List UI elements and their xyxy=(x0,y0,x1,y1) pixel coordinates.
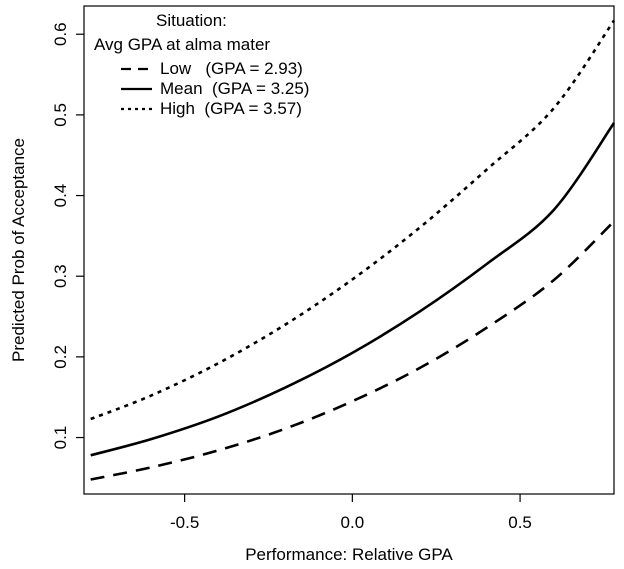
x-axis: -0.5 0.0 0.5 xyxy=(170,494,532,532)
x-tick-label: 0.5 xyxy=(508,513,532,532)
legend-title-line2: Avg GPA at alma mater xyxy=(94,35,270,54)
y-tick-label: 0.2 xyxy=(51,345,70,369)
legend-label: Low (GPA = 2.93) xyxy=(160,59,303,78)
series-line-solid xyxy=(90,122,616,457)
x-tick-label: -0.5 xyxy=(170,513,199,532)
legend-label: Mean (GPA = 3.25) xyxy=(160,79,309,98)
y-tick-label: 0.5 xyxy=(51,103,70,127)
y-axis-title: Predicted Prob of Acceptance xyxy=(9,138,28,362)
legend: Situation: Avg GPA at alma mater Low (GP… xyxy=(94,11,309,118)
legend-title-line1: Situation: xyxy=(156,11,227,30)
y-tick-label: 0.1 xyxy=(51,426,70,450)
y-tick-label: 0.4 xyxy=(51,184,70,208)
legend-entries: Low (GPA = 2.93)Mean (GPA = 3.25)High (G… xyxy=(121,59,309,118)
series-line-dotted xyxy=(90,19,616,421)
series-layer xyxy=(90,19,616,481)
series-line-dashed xyxy=(90,220,615,481)
x-axis-title: Performance: Relative GPA xyxy=(245,545,453,564)
legend-label: High (GPA = 3.57) xyxy=(160,99,302,118)
x-tick-label: 0.0 xyxy=(341,513,365,532)
plot-frame xyxy=(83,5,615,495)
y-tick-label: 0.3 xyxy=(51,264,70,288)
y-axis: 0.1 0.2 0.3 0.4 0.5 0.6 xyxy=(51,22,84,449)
y-tick-label: 0.6 xyxy=(51,22,70,46)
